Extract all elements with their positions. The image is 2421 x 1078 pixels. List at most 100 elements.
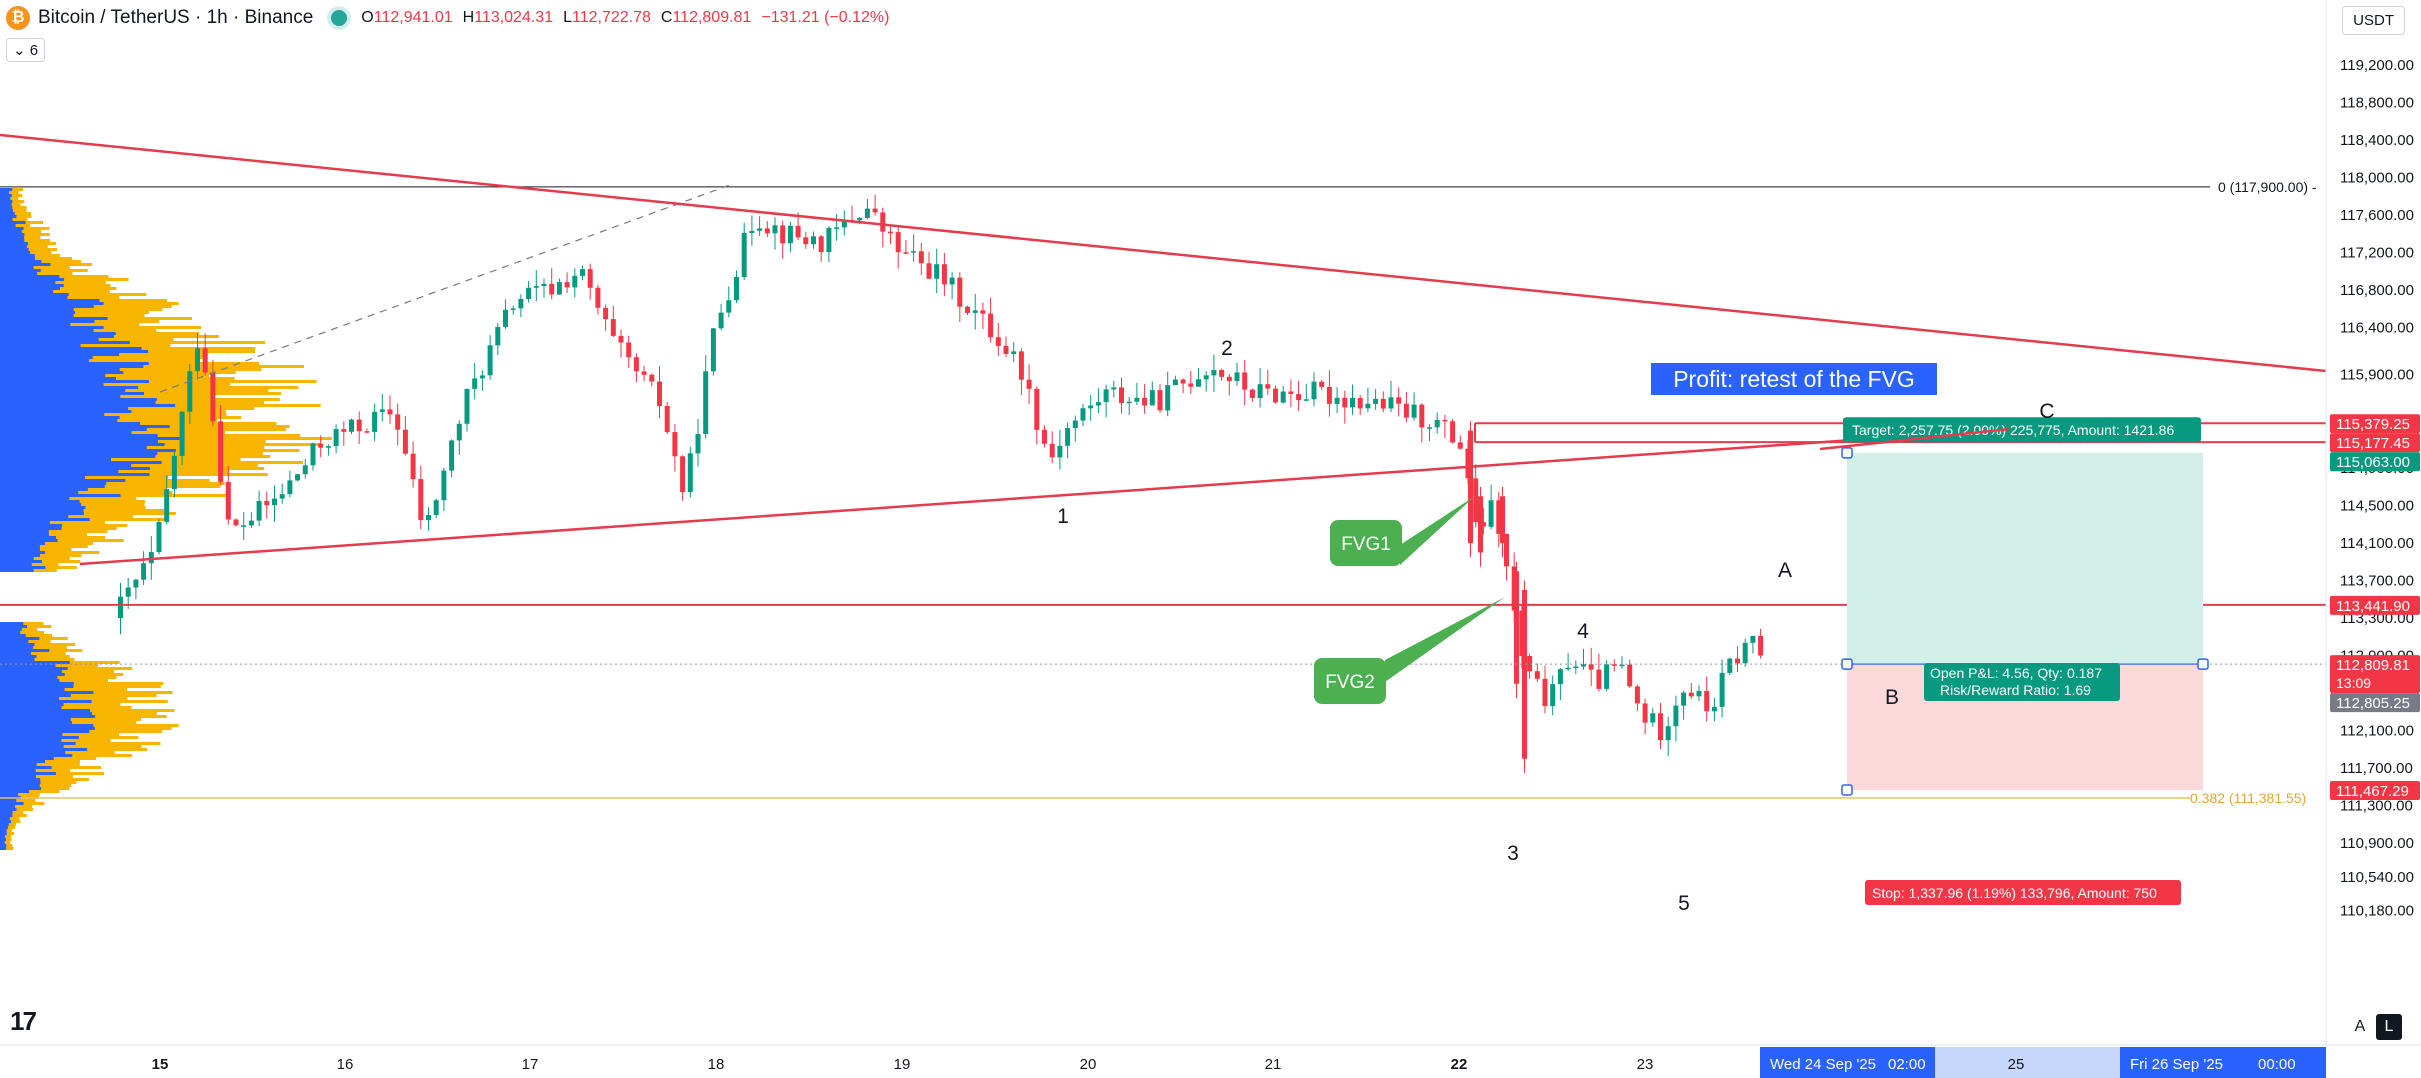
log-scale-button[interactable]: L	[2376, 1014, 2402, 1040]
wave-label-4: 4	[1577, 620, 1589, 643]
volume-profile-bar-buy	[0, 506, 86, 509]
time-tick-label: 19	[894, 1056, 911, 1073]
volume-profile-bar-buy	[0, 269, 41, 272]
volume-profile-bar-sell	[0, 799, 36, 802]
candle-body	[1534, 671, 1540, 679]
candle-body	[125, 587, 131, 597]
volume-profile-bar-buy	[0, 350, 149, 353]
candle-body	[564, 282, 570, 288]
candle-body	[934, 264, 940, 279]
candle-body	[310, 443, 316, 466]
volume-profile-bar-sell	[0, 413, 227, 416]
candle-body	[1596, 669, 1602, 689]
volume-profile-bar-buy	[0, 622, 24, 625]
volume-profile-bar-buy	[0, 569, 34, 572]
volume-profile-bar-buy	[0, 494, 121, 497]
volume-profile-bar-buy	[0, 389, 126, 392]
currency-selector[interactable]: USDT	[2342, 6, 2405, 35]
volume-profile-bar-buy	[0, 745, 64, 748]
volume-profile-bar-buy	[0, 311, 75, 314]
position-handle	[1841, 658, 1853, 670]
price-tag-bg	[2330, 452, 2420, 472]
auto-scale-button[interactable]: A	[2354, 1018, 2366, 1035]
volume-profile-bar-buy	[0, 823, 9, 826]
volume-profile-bar-buy	[0, 835, 5, 838]
candle-body	[441, 470, 447, 501]
candle-body	[1057, 445, 1063, 458]
candle-body	[295, 474, 301, 481]
price-tag-bg	[2330, 433, 2420, 453]
volume-profile-bar-buy	[0, 293, 69, 296]
volume-profile-bar-buy	[0, 724, 94, 727]
candle-body	[141, 563, 147, 580]
candle-body	[1742, 642, 1748, 664]
time-range-end	[2120, 1047, 2326, 1078]
volume-profile-bar-sell	[0, 290, 110, 293]
volume-profile-bar-sell	[0, 524, 128, 527]
candle-body	[456, 423, 462, 441]
wave-label-a: A	[1778, 559, 1792, 582]
ohlc-change: −131.21 (−0.12%)	[761, 9, 890, 26]
market-status-icon[interactable]	[331, 10, 348, 26]
indicator-toggle-button[interactable]: ⌄ 6	[6, 38, 46, 62]
candle-body	[272, 498, 277, 506]
profit-note-text: Profit: retest of the FVG	[1673, 366, 1915, 392]
volume-profile-bar-buy	[0, 661, 70, 664]
volume-profile-bar-sell	[0, 359, 197, 362]
volume-profile-bar-buy	[0, 530, 49, 533]
candle-body	[1149, 390, 1155, 406]
price-tag-label: 112,809.81	[2336, 657, 2410, 674]
candle-body	[618, 335, 624, 343]
candle-body	[1095, 402, 1101, 406]
volume-profile-bar-buy	[0, 239, 25, 242]
volume-profile-bar-buy	[0, 209, 13, 212]
volume-profile-bar-sell	[0, 218, 28, 221]
volume-profile-bar-sell	[0, 365, 304, 368]
candle-body	[649, 374, 655, 382]
candle-body	[1180, 379, 1186, 384]
volume-profile-bar-buy	[0, 212, 15, 215]
symbol-title[interactable]: Bitcoin / TetherUS · 1h · Binance	[38, 7, 314, 28]
volume-profile-bar-buy	[0, 736, 79, 739]
volume-profile-bar-buy	[0, 374, 106, 377]
volume-profile-bar-buy	[0, 757, 54, 760]
volume-profile-bar-buy	[0, 464, 132, 467]
volume-profile-bar-buy	[0, 524, 63, 527]
candle-body	[926, 263, 932, 279]
candle-body	[395, 414, 401, 430]
volume-profile-bar-buy	[0, 305, 94, 308]
time-tick-label: 20	[1080, 1056, 1097, 1073]
volume-profile-bar-buy	[0, 754, 73, 757]
candle-body	[872, 208, 878, 213]
tradingview-logo-icon[interactable]: 17	[10, 1006, 37, 1036]
volume-profile-bar-buy	[0, 476, 85, 479]
volume-profile-bar-buy	[0, 679, 60, 682]
volume-profile-bar-sell	[0, 763, 80, 766]
price-tick-label: 110,180.00	[2340, 903, 2414, 920]
price-tick-label: 110,540.00	[2340, 869, 2414, 886]
volume-profile-bar-buy	[0, 407, 129, 410]
volume-profile-bar-sell	[0, 458, 241, 461]
volume-profile-bar-sell	[0, 212, 31, 215]
volume-profile-bar-buy	[0, 446, 147, 449]
volume-profile-bar-sell	[0, 512, 176, 515]
candle-body	[1457, 442, 1463, 449]
candle-body	[318, 443, 324, 448]
candle-body	[1373, 398, 1379, 404]
candle-body	[1011, 351, 1017, 354]
candle-body	[225, 482, 231, 520]
volume-profile-bar-buy	[0, 257, 35, 260]
candle-body	[1565, 667, 1571, 670]
candle-body	[1696, 690, 1702, 697]
candle-body	[372, 411, 378, 432]
volume-profile-bar-buy	[0, 503, 82, 506]
candle-body	[841, 220, 847, 228]
price-tag-label: 115,177.45	[2336, 435, 2410, 452]
volume-profile-bar-buy	[0, 200, 13, 203]
candle-body	[1642, 703, 1648, 723]
volume-profile-bar-sell	[0, 814, 27, 817]
wave-c-line	[1819, 427, 2011, 451]
volume-profile-bar-buy	[0, 377, 116, 380]
volume-profile-bar-buy	[0, 557, 34, 560]
